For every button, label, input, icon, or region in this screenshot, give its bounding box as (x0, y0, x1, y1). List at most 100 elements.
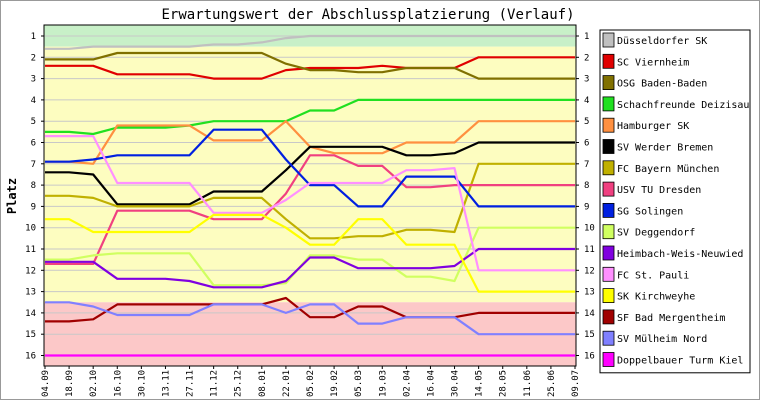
series-line-14 (45, 296, 575, 323)
y-tick-label-left: 1 (31, 32, 36, 42)
y-tick-label-right: 6 (584, 139, 589, 149)
legend-swatch (602, 202, 615, 218)
legend-label: Hamburger SK (617, 121, 689, 132)
legend-swatch (602, 181, 615, 197)
legend-label: FC Bayern München (617, 164, 719, 175)
series-lines (45, 34, 575, 357)
legend-label: Doppelbauer Turm Kiel (617, 356, 743, 367)
x-tick-label: 14.05 (475, 370, 485, 397)
x-tick-label: 16.04 (427, 370, 437, 397)
y-tick-label-right: 1 (584, 32, 589, 42)
series-line-9 (45, 128, 575, 208)
series-line-13 (45, 213, 575, 293)
y-tick-label-left: 14 (25, 309, 36, 319)
legend-label: SV Werder Bremen (617, 143, 713, 154)
legend-swatch (602, 32, 615, 48)
x-tick-label: 08.01 (258, 370, 268, 397)
x-tick-label: 16.10 (113, 370, 123, 397)
y-tick-label-left: 7 (31, 160, 36, 170)
x-tick-label: 05.02 (306, 370, 316, 397)
legend-label: SG Solingen (617, 206, 683, 217)
y-tick-label-left: 16 (25, 352, 36, 362)
x-tick-label: 27.11 (186, 370, 196, 397)
y-tick-label-right: 12 (584, 266, 595, 276)
y-tick-label-right: 5 (584, 117, 589, 127)
x-tick-label: 30.10 (137, 370, 147, 397)
y-tick-label-right: 8 (584, 181, 589, 191)
legend-swatch (602, 96, 615, 112)
y-tick-label-left: 13 (25, 288, 36, 298)
band-middle (44, 46, 576, 303)
legend-swatch (602, 160, 615, 176)
x-tick-label: 02.04 (402, 370, 412, 397)
x-tick-label: 11.06 (523, 370, 533, 397)
legend-label: Düsseldorfer SK (617, 36, 707, 47)
x-tick-label: 02.10 (89, 370, 99, 397)
legend-swatch (602, 330, 615, 346)
series-line-8 (45, 154, 575, 265)
legend-label: Heimbach-Weis-Neuwied (617, 249, 743, 260)
y-tick-label-left: 2 (31, 53, 36, 63)
legend-swatch (602, 288, 615, 304)
y-tick-label-left: 6 (31, 139, 36, 149)
x-tick-label: 30.04 (451, 370, 461, 397)
y-tick-label-left: 11 (25, 245, 36, 255)
y-tick-label-right: 4 (584, 96, 589, 106)
x-tick-label: 22.01 (282, 370, 292, 397)
series-line-1 (45, 34, 575, 50)
legend-label: SV Mülheim Nord (617, 334, 707, 345)
legend-label: SV Deggendorf (617, 228, 695, 239)
y-tick-label-left: 10 (25, 224, 36, 234)
x-tick-label: 25.06 (547, 370, 557, 397)
y-tick-label-right: 11 (584, 245, 595, 255)
x-tick-label: 19.02 (330, 370, 340, 397)
legend-swatch (602, 75, 615, 90)
legend-label: OSG Baden-Baden (617, 79, 707, 90)
series-line-10 (45, 226, 575, 287)
y-tick-label-left: 15 (25, 330, 36, 340)
y-tick-label-right: 13 (584, 288, 595, 298)
x-tick-label: 25.12 (234, 370, 244, 397)
y-tick-label-right: 9 (584, 202, 589, 212)
legend-label: Schachfreunde Deizisau (617, 100, 749, 111)
chart-title: Erwartungswert der Abschlussplatzierung … (161, 7, 574, 23)
x-tick-label: 18.09 (65, 370, 75, 397)
series-line-4 (45, 98, 575, 136)
y-tick-label-right: 15 (584, 330, 595, 340)
series-line-15 (45, 301, 575, 336)
series-line-3 (45, 51, 575, 80)
series-line-11 (45, 247, 575, 289)
y-tick-label-left: 4 (31, 96, 36, 106)
x-tick-label: 11.12 (210, 370, 220, 397)
legend-swatch (602, 352, 615, 367)
y-tick-label-left: 5 (31, 117, 36, 127)
x-tick-label: 04.09 (41, 370, 51, 397)
legend-box (599, 29, 751, 374)
series-line-2 (45, 56, 575, 80)
x-tick-label: 05.03 (354, 370, 364, 397)
y-axis-label: Platz (5, 178, 19, 214)
x-ticks: 04.09 18.09 02.10 16.10 30.10 13.11 27.11 11.12… (41, 366, 581, 397)
legend: Düsseldorfer SK SC Viernheim OSG Baden-Bad… (599, 29, 751, 374)
x-tick-label: 09.07 (571, 370, 581, 397)
y-tick-label-right: 14 (584, 309, 595, 319)
legend-label: SF Bad Mergentheim (617, 313, 725, 324)
y-tick-label-right: 7 (584, 160, 589, 170)
legend-label: FC St. Pauli (617, 270, 689, 281)
y-tick-label-left: 9 (31, 202, 36, 212)
legend-label: USV TU Dresden (617, 185, 701, 196)
y-tick-label-right: 16 (584, 352, 595, 362)
y-tick-label-left: 12 (25, 266, 36, 276)
legend-swatch (602, 53, 615, 69)
x-tick-label: 13.11 (162, 370, 172, 397)
y-tick-label-right: 10 (584, 224, 595, 234)
y-tick-label-right: 2 (584, 53, 589, 63)
legend-label: SC Viernheim (617, 57, 689, 68)
legend-label: SK Kirchweyhe (617, 292, 695, 303)
x-tick-label: 28.05 (499, 370, 509, 397)
series-line-12 (45, 135, 575, 272)
y-tick-label-right: 3 (584, 75, 589, 85)
